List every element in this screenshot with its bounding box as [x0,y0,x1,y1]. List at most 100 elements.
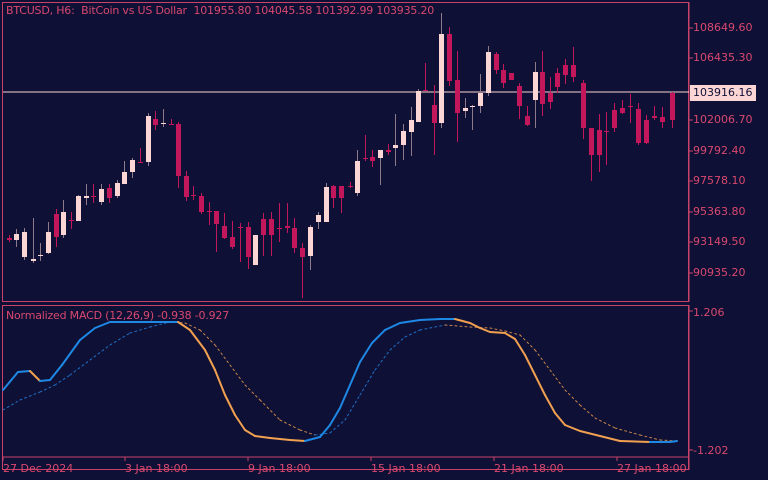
bear-candle [339,186,344,198]
bull-candle [253,235,258,265]
signal-line-segment [374,349,391,371]
bear-candle [277,228,282,229]
bear-candle [660,117,665,122]
bear-candle [176,124,181,176]
signal-line-segment [54,374,71,386]
macd-line-segment [514,338,526,356]
signal-line-segment [19,391,41,401]
signal-line-segment [519,334,536,351]
bear-candle [222,226,227,238]
macd-line-segment [669,440,678,443]
indicator-axis-max: 1.206 [693,306,725,319]
bear-candle [628,106,633,107]
signal-line-segment [129,326,151,334]
bear-candle [285,226,290,228]
macd-line-segment [61,339,81,366]
macd-line-segment [177,321,191,331]
bear-candle [238,227,243,228]
time-label: 3 Jan 18:00 [125,462,188,475]
bull-candle [324,187,329,222]
bull-candle [355,161,360,193]
macd-line-segment [17,370,31,373]
signal-line-segment [259,399,281,421]
bear-candle [107,188,112,198]
bear-candle [292,228,297,248]
macd-line-segment [524,354,536,376]
macd-line-segment [39,379,51,382]
time-label: 21 Jan 18:00 [494,462,564,475]
bull-candle [470,106,475,107]
bear-candle [261,219,266,235]
signal-line-segment [109,332,131,346]
time-label: 15 Jan 18:00 [371,462,441,475]
bull-candle [416,91,421,122]
bull-candle [161,123,166,124]
signal-line-segment [359,369,376,396]
bull-candle [130,160,135,172]
price-label: 97578.10 [693,174,746,187]
signal-line-segment [534,349,551,371]
bear-candle [153,119,158,125]
bear-candle [386,150,391,152]
bear-candle [571,65,576,77]
signal-line-segment [39,384,56,393]
bear-candle [214,211,219,224]
macd-line-segment [224,394,236,416]
macd-line-segment [204,349,216,371]
macd-line-segment [349,361,361,386]
bear-candle [540,72,545,104]
macd-line-segment [419,318,441,321]
bull-candle [378,150,383,158]
price-label: 99792.40 [693,144,746,157]
bear-candle [169,124,174,125]
macd-line-segment [319,424,331,438]
signal-line-segment [329,419,346,434]
macd-line-segment [504,332,516,340]
macd-line-segment [579,430,601,437]
bull-candle [61,212,66,235]
bear-candle [652,116,657,118]
price-label: 106435.30 [693,51,753,64]
macd-line-segment [244,429,256,437]
macd-line-segment [49,364,63,381]
bear-candle [501,70,506,83]
macd-line-segment [619,440,651,443]
macd-line-segment [599,435,621,442]
bear-candle [525,116,530,125]
bear-candle [54,214,59,237]
current-price-tag: 103916.16 [690,85,756,101]
bear-candle [517,86,522,106]
bull-candle [316,215,321,222]
signal-line-segment [299,429,316,436]
macd-line-segment [189,329,206,351]
bear-candle [230,237,235,247]
bull-candle [122,172,127,184]
bull-candle [115,183,120,196]
signal-line-segment [389,336,406,351]
macd-line-segment [94,321,111,329]
bear-candle [7,238,12,240]
time-label: 27 Jan 18:00 [617,462,687,475]
bull-candle [38,255,43,256]
bear-candle [670,93,675,120]
macd-line-segment [534,374,546,396]
bull-candle [463,108,468,111]
time-label: 9 Jan 18:00 [248,462,311,475]
macd-line-segment [289,439,306,442]
bull-candle [146,116,151,162]
bull-candle [439,34,444,123]
bear-candle [612,110,617,128]
bear-candle [138,162,143,163]
signal-line-segment [564,389,581,406]
signal-line-segment [639,434,661,441]
bull-candle [99,189,104,202]
price-label: 90935.20 [693,266,746,279]
bear-candle [620,108,625,113]
bear-candle [331,186,336,198]
bear-candle [191,195,196,196]
bear-candle [589,128,594,155]
bear-candle [246,227,251,257]
bull-candle [308,227,313,256]
price-label: 93149.50 [693,235,746,248]
